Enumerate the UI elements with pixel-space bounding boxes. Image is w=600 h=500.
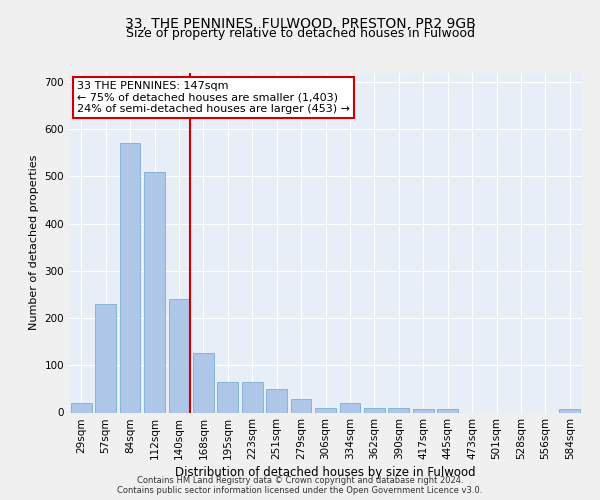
Bar [144,172,165,412]
Bar [315,408,336,412]
Text: 33 THE PENNINES: 147sqm
← 75% of detached houses are smaller (1,403)
24% of semi: 33 THE PENNINES: 147sqm ← 75% of detache… [77,81,350,114]
Y-axis label: Number of detached properties: Number of detached properties [29,155,39,330]
Bar [119,144,140,412]
Bar [242,382,263,412]
Bar [169,299,190,412]
Bar [266,389,287,412]
Bar [559,408,580,412]
Text: Size of property relative to detached houses in Fulwood: Size of property relative to detached ho… [125,28,475,40]
Bar [437,408,458,412]
Text: 33, THE PENNINES, FULWOOD, PRESTON, PR2 9GB: 33, THE PENNINES, FULWOOD, PRESTON, PR2 … [125,18,475,32]
Bar [364,408,385,412]
Bar [193,354,214,412]
Bar [340,403,361,412]
Bar [217,382,238,412]
Bar [388,408,409,412]
Bar [95,304,116,412]
Bar [71,403,92,412]
X-axis label: Distribution of detached houses by size in Fulwood: Distribution of detached houses by size … [175,466,476,479]
Bar [290,400,311,412]
Text: Contains HM Land Registry data © Crown copyright and database right 2024.
Contai: Contains HM Land Registry data © Crown c… [118,476,482,495]
Bar [413,408,434,412]
